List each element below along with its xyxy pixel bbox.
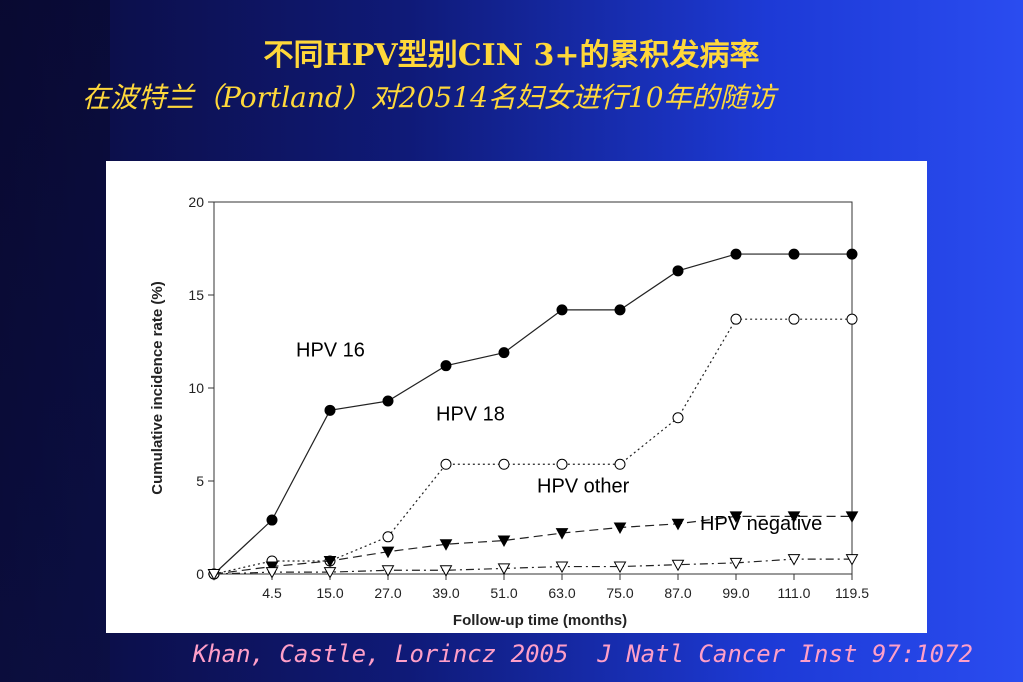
x-tick-label: 87.0 (664, 585, 691, 601)
data-point-hpv-18 (440, 458, 452, 470)
data-point-hpv-other (613, 522, 627, 535)
data-point-hpv-18 (846, 313, 858, 325)
data-point-hpv-16 (556, 304, 568, 316)
y-axis-label: Cumulative incidence rate (%) (149, 281, 166, 494)
data-point-hpv-negative (671, 559, 685, 572)
slide-title-block: 不同HPV型别CIN 3+的累积发病率 在波特兰（Portland）对20514… (0, 36, 1023, 114)
data-point-hpv-16 (324, 404, 336, 416)
x-tick-label: 15.0 (316, 585, 343, 601)
data-point-hpv-other (555, 528, 569, 540)
data-point-hpv-16 (382, 395, 394, 407)
data-point-hpv-other (787, 511, 801, 523)
x-tick-label: 75.0 (606, 585, 633, 601)
data-point-hpv-negative (265, 567, 279, 579)
series-line-hpv-other (213, 515, 852, 575)
data-point-hpv-other (671, 518, 685, 531)
data-point-hpv-negative (381, 565, 395, 577)
data-point-hpv-negative (555, 561, 569, 574)
y-tick-label: 20 (188, 194, 204, 210)
data-point-hpv-16 (440, 360, 452, 372)
data-point-hpv-negative (787, 554, 801, 566)
data-point-hpv-16 (266, 514, 278, 526)
data-point-hpv-16 (788, 248, 800, 260)
data-point-hpv-other (729, 511, 743, 523)
data-point-hpv-16 (730, 248, 742, 260)
series-line-hpv-16 (213, 253, 852, 575)
series-line-hpv-negative (213, 558, 852, 575)
x-tick-label: 51.0 (490, 585, 517, 601)
data-point-hpv-18 (788, 313, 800, 325)
data-point-hpv-other (381, 546, 395, 559)
data-point-hpv-other (845, 511, 859, 523)
x-tick-label: 63.0 (548, 585, 575, 601)
y-tick-label: 15 (188, 287, 204, 303)
x-tick-label: 119.5 (835, 585, 869, 601)
data-point-hpv-18 (730, 313, 742, 325)
chart-series-layer: HPV 16 HPV 18 HPV other HPV negative (207, 248, 859, 581)
slide-title: 不同HPV型别CIN 3+的累积发病率 (263, 38, 760, 73)
data-point-hpv-18 (614, 458, 626, 470)
background-band (0, 0, 110, 682)
data-point-hpv-16 (498, 347, 510, 359)
data-point-hpv-negative (845, 554, 859, 566)
data-point-hpv-negative (497, 563, 511, 575)
y-tick-label: 0 (196, 566, 204, 582)
chart-axes: 0 5 10 15 20 4.5 15.0 27.0 39.0 51.0 63.0 75.0 87.0 9… (188, 194, 869, 601)
data-point-hpv-other (439, 539, 453, 551)
x-axis-label: Follow-up time (months) (453, 612, 627, 629)
x-tick-label: 4.5 (262, 585, 282, 601)
data-point-hpv-16 (846, 248, 858, 260)
data-point-hpv-18 (672, 412, 684, 424)
data-point-hpv-other (497, 535, 511, 548)
series-label-hpv-16: HPV 16 (296, 339, 365, 361)
series-label-hpv-18: HPV 18 (436, 403, 505, 425)
data-point-hpv-negative (729, 557, 743, 570)
data-point-hpv-negative (439, 565, 453, 577)
citation: Khan, Castle, Lorincz 2005 J Natl Cancer… (192, 640, 973, 668)
slide-subtitle: 在波特兰（Portland）对20514名妇女进行10年的随访 (82, 81, 776, 114)
x-tick-label: 27.0 (374, 585, 401, 601)
data-point-hpv-18 (556, 458, 568, 470)
chart-panel: 0 5 10 15 20 4.5 15.0 27.0 39.0 51.0 63.0 75.0 87.0 9… (106, 161, 927, 633)
data-point-hpv-18 (382, 531, 394, 543)
data-point-hpv-other (265, 561, 279, 574)
series-label-hpv-negative: HPV negative (700, 513, 822, 535)
data-point-hpv-18 (498, 458, 510, 470)
data-point-hpv-other (323, 555, 337, 568)
y-tick-label: 10 (188, 380, 204, 396)
data-point-hpv-negative (207, 569, 221, 581)
x-tick-label: 39.0 (432, 585, 459, 601)
data-point-hpv-negative (323, 567, 337, 579)
x-tick-label: 111.0 (778, 585, 811, 601)
data-point-hpv-16 (614, 304, 626, 316)
series-line-hpv-18 (213, 318, 852, 575)
series-label-hpv-other: HPV other (537, 476, 630, 498)
data-point-hpv-negative (613, 561, 627, 574)
y-tick-label: 5 (196, 473, 204, 489)
cumulative-incidence-chart: 0 5 10 15 20 4.5 15.0 27.0 39.0 51.0 63.0 75.0 87.0 9… (149, 194, 869, 629)
x-tick-label: 99.0 (722, 585, 749, 601)
data-point-hpv-16 (672, 265, 684, 277)
